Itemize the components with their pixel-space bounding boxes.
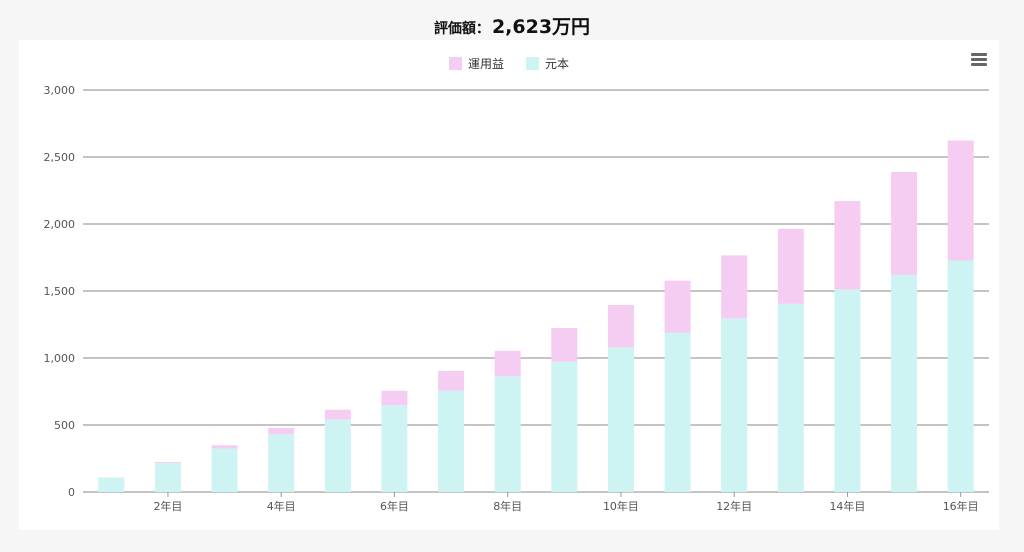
bar-principal <box>438 390 465 492</box>
y-tick-label: 0 <box>68 486 75 499</box>
bar-profit <box>211 445 238 449</box>
x-tick-label: 8年目 <box>493 499 522 513</box>
bar-principal <box>381 405 408 492</box>
bar-profit <box>494 350 521 377</box>
legend-swatch-profit <box>448 57 462 70</box>
bar-profit <box>664 280 691 333</box>
bar-profit <box>834 201 861 290</box>
bar-principal <box>891 274 918 492</box>
bar-principal <box>494 376 521 492</box>
bar-principal <box>834 289 861 492</box>
x-tick-label: 14年目 <box>829 499 865 513</box>
chart-card: 0 500 1,000 1,500 2,000 2,500 3,000 2年目 4年目 6年目 8年… <box>19 40 999 530</box>
bar-principal <box>268 434 295 492</box>
legend-item-profit[interactable]: 運用益 <box>448 55 504 72</box>
legend-label-principal: 元本 <box>545 57 570 71</box>
bar-principal <box>324 419 351 492</box>
bar-principal <box>551 361 578 492</box>
legend-item-principal[interactable]: 元本 <box>526 55 569 72</box>
bar-profit <box>154 461 181 464</box>
x-tick-label: 12年目 <box>716 499 752 513</box>
bar-profit <box>438 370 465 391</box>
bar-principal <box>947 260 974 492</box>
y-tick-label: 2,500 <box>44 151 76 164</box>
bar-profit <box>607 305 634 348</box>
bar-principal <box>721 318 748 492</box>
y-tick-label: 1,000 <box>44 352 76 365</box>
legend-label-profit: 運用益 <box>467 57 504 71</box>
bar-profit <box>777 228 804 304</box>
x-tick-label: 6年目 <box>380 499 409 513</box>
bar-principal <box>664 332 691 492</box>
stacked-bar-chart: 0 500 1,000 1,500 2,000 2,500 3,000 2年目 4年目 6年目 8年… <box>44 84 989 513</box>
y-tick-label: 1,500 <box>44 285 76 298</box>
y-tick-label: 3,000 <box>44 84 76 97</box>
x-tick-label: 16年目 <box>943 499 979 513</box>
y-tick-label: 2,000 <box>44 218 76 231</box>
bar-profit <box>324 409 351 420</box>
x-tick-label: 4年目 <box>267 499 296 513</box>
legend-swatch-principal <box>526 57 539 70</box>
bar-profit <box>551 327 578 362</box>
chart-legend: 運用益 元本 <box>19 55 999 72</box>
hamburger-menu-icon[interactable] <box>971 53 987 67</box>
bar-principal <box>607 347 634 492</box>
y-tick-label: 500 <box>54 419 75 432</box>
x-tick-label: 10年目 <box>603 499 639 513</box>
bar-profit <box>381 390 408 406</box>
x-tick-label: 2年目 <box>153 499 182 513</box>
bar-profit <box>947 140 974 261</box>
bar-principal <box>211 448 238 492</box>
bar-principal <box>154 463 181 492</box>
bar-principal <box>777 303 804 492</box>
bar-profit <box>721 255 748 319</box>
valuation-header: 評価額： 2,623万円 <box>0 12 1024 39</box>
bar-principal <box>98 477 125 492</box>
valuation-label: 評価額： <box>433 21 490 37</box>
bar-profit <box>891 172 918 275</box>
valuation-value: 2,623万円 <box>491 16 591 38</box>
bar-profit <box>268 427 295 435</box>
